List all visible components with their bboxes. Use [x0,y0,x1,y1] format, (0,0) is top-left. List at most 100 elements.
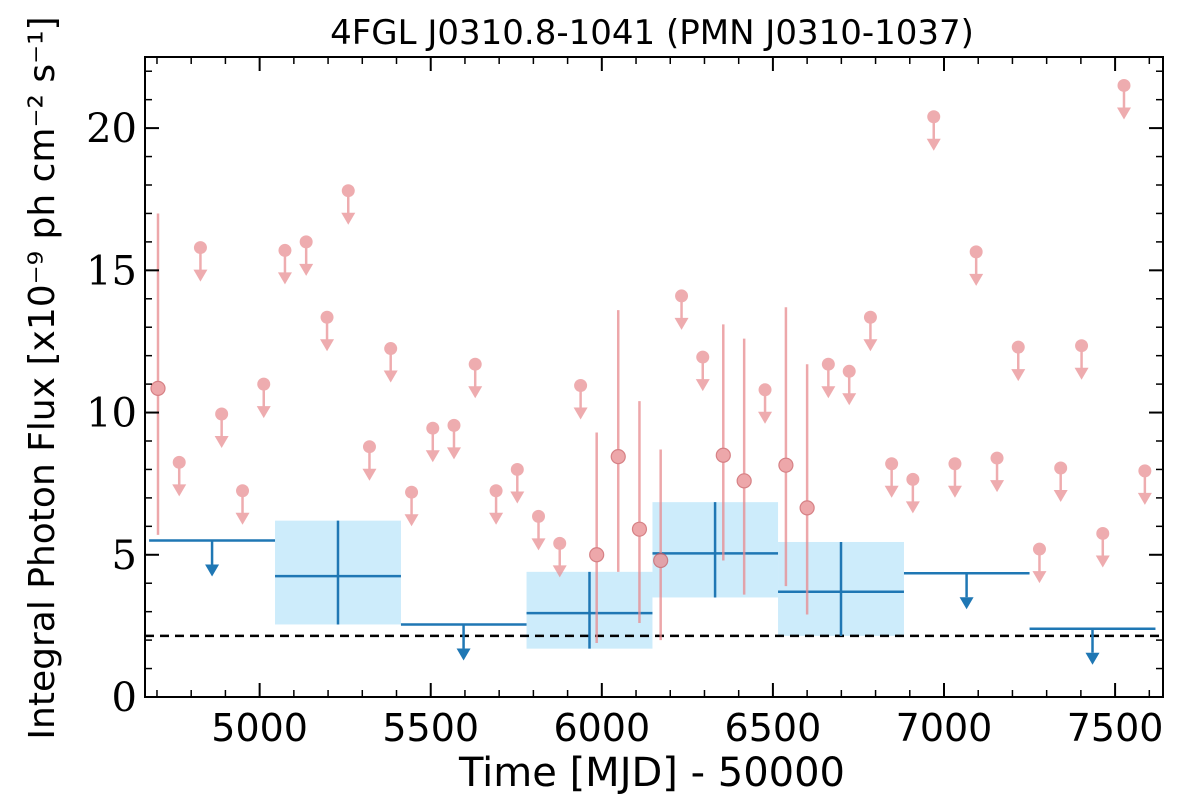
short-bin-ul-marker [236,484,250,498]
short-bin-ul-marker [906,472,920,486]
short-bin-marker [799,500,815,516]
short-bin-ul-marker [675,289,689,303]
short-bin-upper-limit [1095,526,1110,568]
short-bin-marker [589,547,605,563]
short-bin-ul-arrow [362,468,377,481]
short-bin-marker [150,380,166,396]
x-tick-label: 6500 [725,706,822,750]
x-tick-label: 7000 [896,706,993,750]
short-bin-upper-limit [489,484,504,525]
short-bin-point [736,338,752,595]
short-bin-ul-arrow [235,512,250,525]
short-bin-upper-limit [926,110,941,151]
short-bin-ul-marker [927,110,941,124]
short-bin-ul-marker [489,484,503,498]
short-bin-ul-arrow [842,393,857,406]
short-bin-ul-marker [447,418,461,432]
short-bin-ul-arrow [320,339,335,352]
short-bin-point [631,401,648,624]
long-bin-upper-limit [149,539,276,577]
short-bin-upper-limit [214,407,229,448]
y-axis-label: Integral Photon Flux [x10⁻⁹ ph cm⁻² s⁻¹] [22,16,63,739]
short-bin-point [799,364,815,615]
short-bin-ul-marker [426,421,440,435]
short-bin-ul-arrow [172,484,187,497]
short-bin-ul-arrow [299,263,314,276]
short-bin-upper-limit [1032,542,1047,584]
short-bin-upper-limit [404,485,419,527]
short-bin-ul-arrow [277,272,292,285]
short-bin-ul-marker [257,377,271,391]
short-bin-upper-limit [821,357,836,399]
short-bin-upper-limit [320,310,335,352]
short-bin-upper-limit [884,457,899,498]
short-bin-ul-marker [821,357,835,371]
short-bin-ul-arrow [969,273,984,286]
short-bin-ul-arrow [552,565,567,578]
short-bin-ul-arrow [947,485,962,498]
short-bin-marker [736,473,752,489]
short-bin-ul-marker [510,462,524,476]
short-bin-ul-arrow [1032,571,1047,584]
short-bin-upper-limit [695,350,710,392]
short-bin-point [653,449,669,641]
short-bin-ul-marker [532,509,546,523]
plot-area: 5000 5500 6000 6500 7000 7500 0 5 10 15 20 [86,56,1164,750]
y-tick-label: 10 [86,391,137,437]
short-bin-ul-marker [1075,339,1089,353]
short-bin-ul-arrow [446,447,461,460]
short-bin-marker [631,521,648,537]
short-bin-upper-limit [1137,464,1152,505]
short-bin-ul-marker [1138,464,1152,478]
long-bin-ul-arrow [959,597,974,610]
long-bin-ul-arrow [456,648,471,661]
long-bin-ul-arrow [1085,652,1100,665]
short-bin-upper-limit [573,379,588,420]
short-bin-upper-limit [468,357,483,399]
short-bin-ul-marker [405,485,419,499]
short-bin-ul-arrow [510,491,525,504]
long-bin-upper-limit [903,572,1030,610]
short-bin-upper-limit [235,484,250,525]
short-bin-ul-arrow [821,386,836,399]
short-bin-ul-marker [1011,340,1025,354]
short-bin-ul-marker [696,350,710,364]
short-bin-ul-marker [172,455,186,469]
short-bin-upper-limit [1011,340,1026,382]
short-bin-ul-marker [1096,526,1110,540]
short-bin-ul-marker [948,457,962,471]
short-bin-ul-marker [384,342,398,356]
short-bin-upper-limit [510,462,525,504]
short-bin-upper-limit [758,383,773,424]
short-bin-upper-limit [905,472,920,514]
short-bin-ul-marker [969,245,983,259]
short-bin-ul-marker [320,310,334,324]
x-tick-label: 5500 [382,706,479,750]
short-bin-ul-marker [215,407,229,421]
short-bin-ul-marker [885,457,899,471]
short-bin-ul-marker [299,235,313,249]
short-bin-ul-marker [1032,542,1046,556]
short-bin-upper-limit [990,451,1005,493]
short-bin-upper-limit [193,241,208,282]
short-bin-ul-arrow [489,512,504,525]
short-bin-upper-limit [172,455,187,497]
short-bin-upper-limit [362,440,377,481]
short-bin-ul-arrow [674,317,689,330]
short-bin-ul-arrow [1137,492,1152,505]
short-bin-ul-arrow [214,435,229,448]
short-bin-upper-limit [299,235,314,276]
y-tick-label: 5 [112,533,137,579]
short-bin-ul-arrow [193,269,208,282]
short-bin-ul-arrow [695,379,710,392]
short-bin-marker [778,457,794,473]
short-bin-ul-arrow [1116,107,1131,120]
short-bin-upper-limit [863,310,878,352]
short-bin-marker [715,447,731,463]
long-bin-upper-limit [1029,627,1156,665]
short-bin-ul-marker [193,241,207,255]
short-bin-ul-marker [362,440,376,454]
short-bin-ul-marker [341,184,355,198]
short-bin-ul-arrow [425,450,440,463]
